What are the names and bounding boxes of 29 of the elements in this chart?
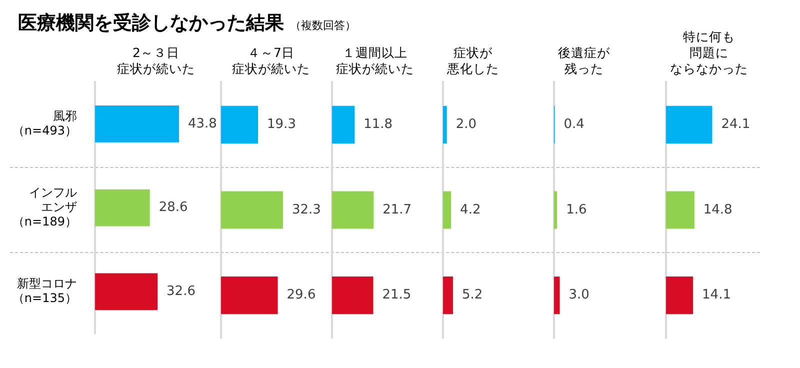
data-label: 14.1 [702, 288, 731, 303]
y-tick-label: 新型コロナ（n=135） [12, 276, 77, 305]
data-label: 32.6 [166, 284, 196, 300]
text: 医療機関を受診しなかった結果 [18, 12, 284, 34]
chart-title: 2～３日症状が続いた [116, 45, 195, 76]
chart-title: 後遺症が残った [558, 45, 611, 76]
data-label: 21.7 [382, 202, 412, 218]
data-label: 4.2 [460, 202, 481, 218]
data-label: 32.3 [292, 202, 321, 218]
chart-title: １週間以上症状が続いた [336, 45, 414, 76]
data-label: 43.8 [188, 116, 217, 132]
data-label: 5.2 [462, 288, 483, 303]
chart-title: 特に何も問題にならなかった [670, 29, 748, 76]
data-label: 28.6 [158, 200, 188, 216]
data-label: 24.1 [721, 117, 750, 132]
y-tick-label: 風邪（n=493） [12, 108, 77, 138]
y-tick-label: インフルエンザ（n=189） [12, 186, 77, 228]
chart-title: ４～7日症状が続いた [232, 45, 310, 76]
data-label: 0.4 [564, 117, 584, 132]
data-label: 3.0 [568, 288, 590, 303]
text: （複数回答） [290, 19, 356, 32]
data-label: 1.6 [566, 202, 587, 218]
data-label: 2.0 [456, 117, 477, 132]
data-label: 19.3 [267, 117, 296, 132]
data-label: 11.8 [364, 117, 393, 132]
data-label: 14.8 [703, 202, 732, 218]
data-label: 29.6 [286, 288, 316, 303]
data-label: 21.5 [382, 288, 412, 303]
chart-title: 症状が悪化した [446, 45, 499, 76]
